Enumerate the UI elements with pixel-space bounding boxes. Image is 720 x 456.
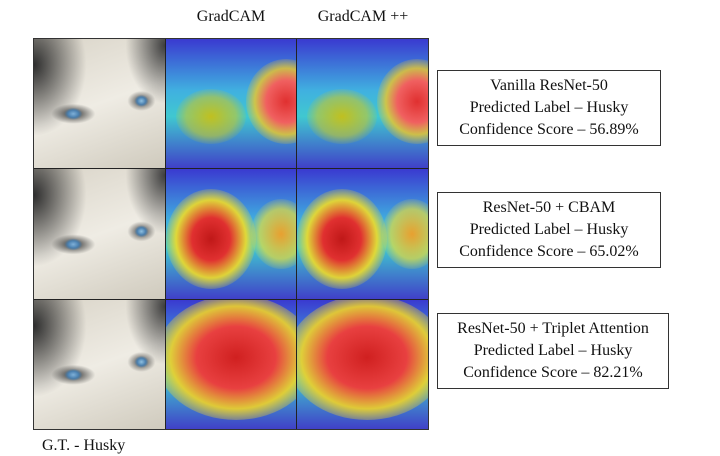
gradcam-plus-plus-heatmap — [297, 169, 428, 299]
result-box-triplet: ResNet-50 + Triplet Attention Predicted … — [437, 313, 669, 389]
gradcam-plus-plus-heatmap — [297, 299, 428, 429]
confidence-score: Confidence Score – 65.02% — [459, 243, 639, 260]
husky-image — [34, 39, 165, 169]
gradcam-heatmap — [165, 39, 297, 169]
confidence-score: Confidence Score – 82.21% — [463, 364, 643, 381]
husky-image — [34, 299, 165, 429]
image-grid — [33, 38, 429, 430]
model-name: ResNet-50 + CBAM — [482, 199, 616, 216]
confidence-score: Confidence Score – 56.89% — [459, 121, 639, 138]
column-header-gradcam-plus-plus: GradCAM ++ — [317, 8, 409, 25]
model-name: ResNet-50 + Triplet Attention — [457, 320, 649, 337]
column-header-gradcam: GradCAM — [196, 8, 266, 25]
predicted-label: Predicted Label – Husky — [469, 221, 629, 238]
husky-image — [34, 169, 165, 299]
predicted-label: Predicted Label – Husky — [469, 99, 629, 116]
model-name: Vanilla ResNet-50 — [490, 77, 608, 94]
gradcam-heatmap — [165, 299, 297, 429]
result-box-cbam: ResNet-50 + CBAM Predicted Label – Husky… — [437, 192, 661, 268]
predicted-label: Predicted Label – Husky — [473, 342, 633, 359]
result-box-vanilla: Vanilla ResNet-50 Predicted Label – Husk… — [437, 70, 661, 146]
gradcam-heatmap — [165, 169, 297, 299]
ground-truth-label: G.T. - Husky — [42, 437, 126, 454]
gradcam-plus-plus-heatmap — [297, 39, 428, 169]
